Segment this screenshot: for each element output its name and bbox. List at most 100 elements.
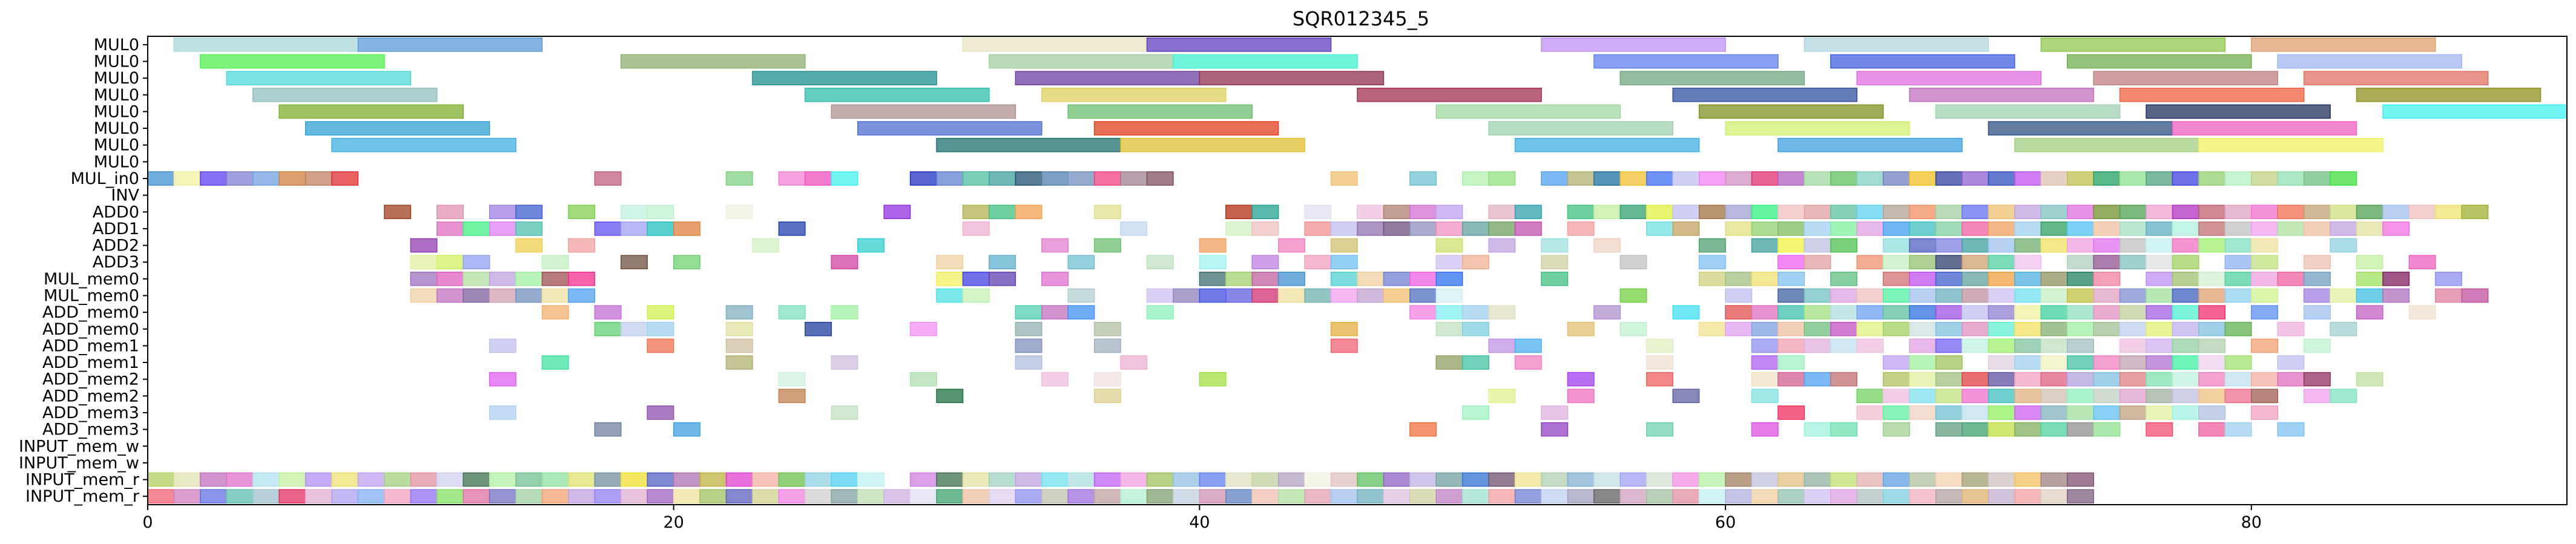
y-tick-label: MUL0 [94, 152, 139, 171]
gantt-bar [725, 205, 753, 220]
gantt-bar [1698, 171, 1726, 186]
gantt-bar [541, 305, 569, 320]
gantt-bar [1304, 472, 1332, 487]
gantt-bar [1199, 472, 1227, 487]
gantt-bar [1777, 489, 1805, 503]
gantt-bar [2146, 205, 2173, 220]
gantt-bar [2330, 171, 2357, 186]
gantt-bar [621, 221, 648, 236]
gantt-bar [1698, 205, 1726, 220]
gantt-bar [1882, 288, 1910, 303]
gantt-bar [2303, 338, 2331, 353]
gantt-bar [1199, 272, 1227, 286]
gantt-bar [1357, 489, 1385, 503]
gantt-bar [2303, 205, 2331, 220]
gantt-bar [2014, 405, 2042, 420]
gantt-bar [1882, 205, 1910, 220]
gantt-bar [647, 338, 674, 353]
gantt-bar [1804, 321, 1831, 336]
gantt-bar [2014, 388, 2042, 404]
gantt-bar [1488, 472, 1516, 487]
gantt-bar [1541, 472, 1569, 487]
gantt-bar [1909, 338, 1937, 353]
gantt-bar [2277, 54, 2463, 69]
gantt-bar [1488, 221, 1516, 236]
gantt-bar [1830, 338, 1858, 353]
gantt-bar [1882, 321, 1910, 336]
gantt-bar [1804, 171, 1831, 186]
gantt-bar [2066, 238, 2094, 253]
gantt-bar [1120, 355, 1148, 370]
gantt-bar [673, 221, 700, 236]
gantt-bar [989, 272, 1016, 286]
gantt-bar [962, 472, 990, 487]
gantt-bar [1357, 221, 1385, 236]
gantt-bar [1777, 205, 1805, 220]
gantt-bar [1988, 388, 2015, 404]
gantt-bar [1830, 489, 1858, 503]
gantt-bar [1882, 422, 1910, 437]
gantt-bar [1672, 221, 1700, 236]
gantt-bar [1383, 288, 1411, 303]
gantt-bar [1988, 489, 2015, 503]
gantt-bar [2303, 221, 2331, 236]
gantt-bar [541, 272, 569, 286]
gantt-bar [1646, 205, 1673, 220]
y-tick-label: INPUT_mem_w [19, 454, 139, 473]
gantt-bar [936, 255, 964, 269]
gantt-bar [1435, 272, 1463, 286]
gantt-bar [2224, 238, 2252, 253]
gantt-bar [2040, 422, 2068, 437]
gantt-bar [252, 489, 280, 503]
gantt-bar [305, 489, 332, 503]
gantt-bar [1988, 405, 2015, 420]
gantt-bar [200, 472, 228, 487]
gantt-bar [594, 422, 622, 437]
gantt-bar [1909, 321, 1937, 336]
gantt-bar [1935, 422, 1963, 437]
gantt-bar [2330, 238, 2357, 253]
gantt-bar [2172, 221, 2199, 236]
gantt-bar [1751, 489, 1779, 503]
gantt-bar [463, 288, 490, 303]
gantt-bar [2224, 255, 2252, 269]
gantt-bar [778, 221, 806, 236]
gantt-bar [1435, 255, 1463, 269]
gantt-bar [1251, 288, 1279, 303]
gantt-bar [1567, 221, 1595, 236]
gantt-bar [568, 238, 596, 253]
gantt-bar [1672, 489, 1700, 503]
gantt-bar [1751, 205, 1779, 220]
gantt-bar [2224, 205, 2252, 220]
gantt-bar [541, 355, 569, 370]
y-tick-label: MUL0 [94, 136, 139, 155]
gantt-bar [2014, 238, 2042, 253]
gantt-bar [2198, 221, 2226, 236]
gantt-bar [1488, 305, 1516, 320]
gantt-bar [1672, 472, 1700, 487]
gantt-bar [1593, 54, 1779, 69]
gantt-bar [1488, 171, 1516, 186]
gantt-bar [463, 272, 490, 286]
gantt-bar [436, 205, 464, 220]
gantt-bar [2014, 472, 2042, 487]
gantt-bar [2040, 472, 2068, 487]
gantt-bar [1909, 489, 1937, 503]
gantt-bar [489, 288, 516, 303]
gantt-bar [1777, 137, 1963, 152]
gantt-bar [1935, 221, 1963, 236]
gantt-bar [1015, 472, 1043, 487]
gantt-bar [410, 272, 438, 286]
gantt-bar [1015, 205, 1043, 220]
gantt-bar [2093, 205, 2121, 220]
gantt-bar [857, 489, 884, 503]
gantt-bar [278, 104, 464, 119]
gantt-bar [541, 255, 569, 269]
gantt-bar [1988, 221, 2015, 236]
gantt-bar [1067, 472, 1095, 487]
gantt-bar [489, 472, 516, 487]
gantt-bar [226, 472, 254, 487]
gantt-bar [1093, 321, 1121, 336]
gantt-bar [2303, 272, 2331, 286]
gantt-bar [805, 321, 832, 336]
